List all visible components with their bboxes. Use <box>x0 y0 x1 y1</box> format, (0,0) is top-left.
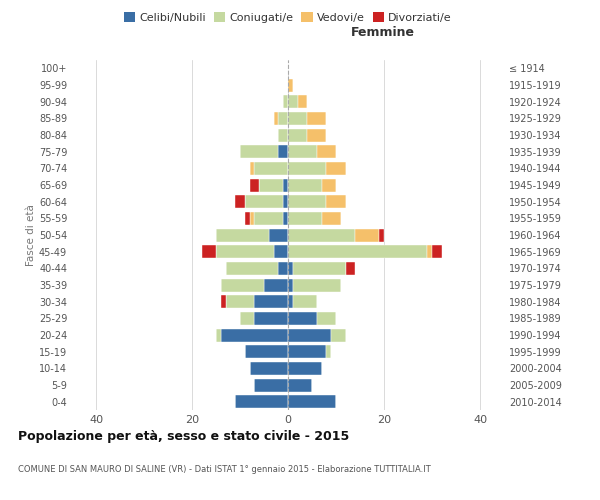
Bar <box>288 95 298 108</box>
Bar <box>283 195 288 208</box>
Bar <box>317 312 336 325</box>
Bar <box>288 362 322 375</box>
Bar <box>432 245 442 258</box>
Text: Popolazione per età, sesso e stato civile - 2015: Popolazione per età, sesso e stato civil… <box>18 430 349 443</box>
Bar <box>317 145 336 158</box>
Bar <box>245 345 288 358</box>
Bar <box>240 312 254 325</box>
Bar <box>202 245 216 258</box>
Bar <box>288 128 307 141</box>
Bar <box>288 395 336 408</box>
Bar <box>288 162 326 175</box>
Bar <box>254 378 288 392</box>
Bar <box>288 295 293 308</box>
Bar <box>288 278 293 291</box>
Text: COMUNE DI SAN MAURO DI SALINE (VR) - Dati ISTAT 1° gennaio 2015 - Elaborazione T: COMUNE DI SAN MAURO DI SALINE (VR) - Dat… <box>18 465 431 474</box>
Bar <box>298 95 307 108</box>
Bar <box>288 378 312 392</box>
Bar <box>278 145 288 158</box>
Bar <box>326 195 346 208</box>
Bar <box>379 228 384 241</box>
Bar <box>288 212 322 225</box>
Bar <box>216 228 269 241</box>
Bar <box>288 145 317 158</box>
Bar <box>250 178 259 192</box>
Bar <box>307 112 326 125</box>
Bar <box>245 212 250 225</box>
Bar <box>283 178 288 192</box>
Bar <box>283 95 288 108</box>
Bar <box>254 212 283 225</box>
Bar <box>326 345 331 358</box>
Bar <box>331 328 346 342</box>
Bar <box>269 228 288 241</box>
Bar <box>322 178 336 192</box>
Bar <box>346 262 355 275</box>
Bar <box>288 262 293 275</box>
Bar <box>226 295 254 308</box>
Bar <box>427 245 432 258</box>
Bar <box>278 128 288 141</box>
Bar <box>288 78 293 92</box>
Bar <box>307 128 326 141</box>
Bar <box>293 295 317 308</box>
Bar <box>250 362 288 375</box>
Bar <box>240 145 278 158</box>
Bar <box>221 295 226 308</box>
Text: Femmine: Femmine <box>351 26 415 39</box>
Y-axis label: Fasce di età: Fasce di età <box>26 204 36 266</box>
Bar <box>226 262 278 275</box>
Bar <box>326 162 346 175</box>
Bar <box>264 278 288 291</box>
Legend: Celibi/Nubili, Coniugati/e, Vedovi/e, Divorziati/e: Celibi/Nubili, Coniugati/e, Vedovi/e, Di… <box>120 8 456 28</box>
Bar <box>250 212 254 225</box>
Bar <box>221 278 264 291</box>
Bar <box>245 195 283 208</box>
Bar <box>278 262 288 275</box>
Bar <box>278 112 288 125</box>
Bar <box>288 312 317 325</box>
Bar <box>293 278 341 291</box>
Bar <box>288 178 322 192</box>
Bar <box>235 395 288 408</box>
Bar <box>235 195 245 208</box>
Bar <box>254 162 288 175</box>
Bar <box>254 295 288 308</box>
Bar <box>322 212 341 225</box>
Bar <box>288 245 427 258</box>
Bar <box>254 312 288 325</box>
Bar <box>288 228 355 241</box>
Bar <box>274 245 288 258</box>
Bar <box>216 328 221 342</box>
Bar <box>288 328 331 342</box>
Bar <box>355 228 379 241</box>
Bar <box>259 178 283 192</box>
Bar <box>288 345 326 358</box>
Bar <box>283 212 288 225</box>
Bar <box>288 195 326 208</box>
Bar <box>293 262 346 275</box>
Bar <box>250 162 254 175</box>
Bar <box>274 112 278 125</box>
Bar <box>216 245 274 258</box>
Bar <box>221 328 288 342</box>
Bar <box>288 112 307 125</box>
